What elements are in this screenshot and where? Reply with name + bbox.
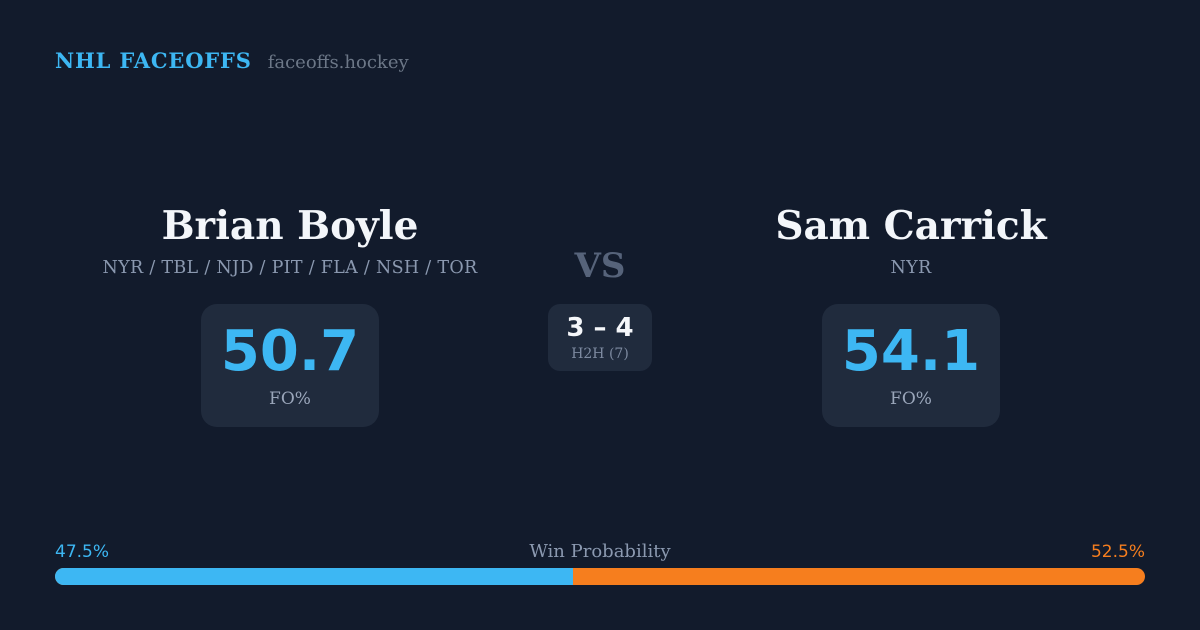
right-player-panel: Sam Carrick NYR 54.1 FO%	[676, 205, 1146, 427]
left-player-teams: NYR / TBL / NJD / PIT / FLA / NSH / TOR	[102, 257, 478, 278]
win-probability-left-fill	[55, 568, 573, 585]
right-player-teams: NYR	[890, 257, 932, 278]
right-player-name: Sam Carrick	[775, 203, 1047, 249]
left-player-name: Brian Boyle	[161, 203, 419, 249]
right-player-stat-card: 54.1 FO%	[821, 303, 1001, 427]
right-player-stat-label: FO%	[890, 388, 932, 409]
h2h-record: 3 – 4	[566, 313, 634, 343]
left-player-panel: Brian Boyle NYR / TBL / NJD / PIT / FLA …	[55, 205, 525, 427]
win-probability-title: Win Probability	[529, 541, 671, 562]
vs-label: VS	[574, 246, 626, 286]
left-win-probability-value: 47.5%	[55, 542, 110, 562]
h2h-label: H2H (7)	[571, 346, 629, 362]
brand-title: NHL FACEOFFS	[55, 48, 252, 73]
center-panel: VS 3 – 4 H2H (7)	[540, 205, 660, 371]
header: NHL FACEOFFS faceoffs.hockey	[55, 48, 409, 73]
right-win-probability-value: 52.5%	[1090, 542, 1145, 562]
win-probability-bar	[55, 568, 1145, 585]
h2h-card: 3 – 4 H2H (7)	[548, 304, 652, 371]
site-url: faceoffs.hockey	[267, 52, 409, 73]
left-player-faceoff-pct: 50.7	[220, 318, 360, 384]
right-player-faceoff-pct: 54.1	[841, 318, 981, 384]
left-player-stat-label: FO%	[269, 388, 311, 409]
win-probability-labels: 47.5% Win Probability 52.5%	[55, 541, 1145, 562]
left-player-stat-card: 50.7 FO%	[200, 303, 380, 427]
